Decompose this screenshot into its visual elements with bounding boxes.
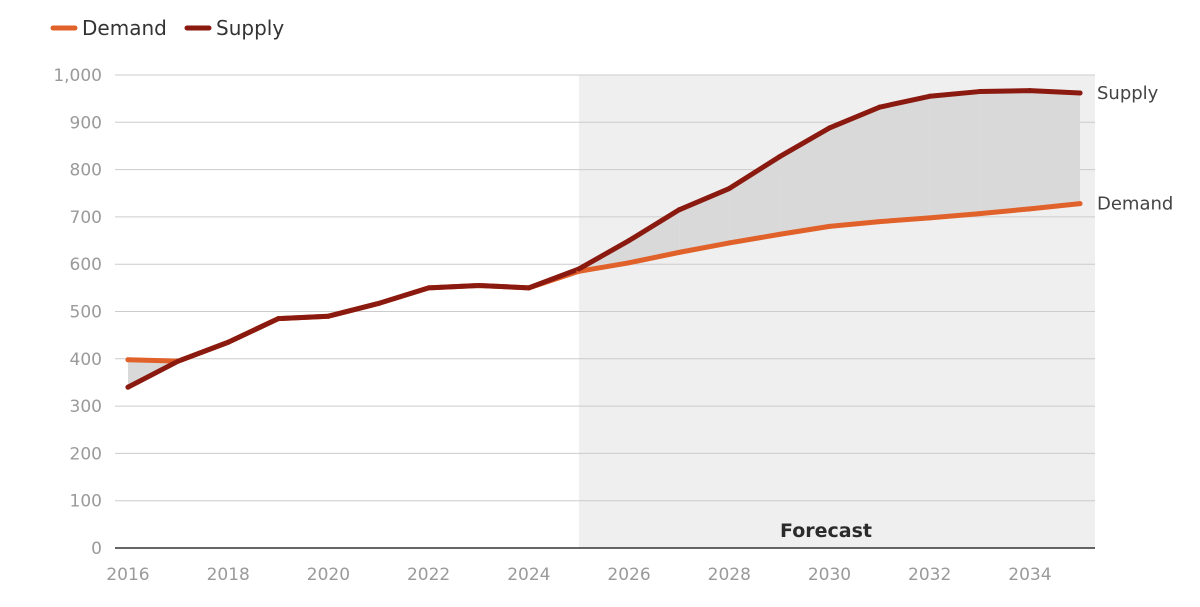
supply-point [175, 358, 181, 364]
supply-point [376, 300, 382, 306]
demand-point [776, 231, 782, 237]
legend: Demand Supply [50, 16, 284, 40]
y-axis-ticks: 0 100 200 300 400 500 600 700 800 900 1,000 [53, 66, 102, 559]
y-tick-label: 100 [70, 492, 102, 512]
gap-segment [679, 188, 730, 253]
supply-point [1077, 90, 1083, 96]
gap-segment [779, 127, 830, 235]
supply-point [576, 266, 582, 272]
y-tick-label: 1,000 [53, 66, 102, 86]
supply-point [826, 125, 832, 131]
legend-label-supply: Supply [216, 16, 284, 40]
supply-point [476, 282, 482, 288]
demand-point [726, 240, 732, 246]
y-tick-label: 500 [70, 303, 102, 323]
supply-point [726, 186, 732, 192]
supply-point [1027, 88, 1033, 94]
y-tick-label: 0 [91, 539, 102, 559]
forecast-label: Forecast [780, 520, 872, 542]
x-tick-label: 2032 [908, 565, 951, 585]
y-tick-label: 900 [70, 113, 102, 133]
y-tick-label: 600 [70, 255, 102, 275]
demand-point [676, 249, 682, 255]
supply-point [877, 104, 883, 110]
gap-segment [629, 209, 680, 263]
gap-segment [929, 91, 980, 218]
x-tick-label: 2028 [708, 565, 751, 585]
gap-segment [879, 96, 930, 222]
supply-point [977, 89, 983, 95]
supply-point [275, 316, 281, 322]
legend-label-demand: Demand [82, 16, 167, 40]
x-tick-label: 2020 [307, 565, 350, 585]
demand-point [977, 211, 983, 217]
supply-point [125, 384, 131, 390]
demand-point [1077, 201, 1083, 207]
gap-segment [1029, 90, 1080, 209]
demand-point [877, 219, 883, 225]
demand-point [626, 260, 632, 266]
demand-end-label: Demand [1097, 194, 1173, 215]
gap-segment [979, 90, 1030, 214]
x-axis-ticks: 2016 2018 2020 2022 2024 2026 2028 2030 2032 2034 [106, 565, 1051, 585]
supply-point [325, 313, 331, 319]
supply-point [776, 154, 782, 160]
y-tick-label: 800 [70, 161, 102, 181]
supply-point [526, 285, 532, 291]
supply-point [676, 207, 682, 213]
demand-point [826, 223, 832, 229]
x-tick-label: 2030 [808, 565, 851, 585]
gap-segment [829, 107, 880, 227]
data-points [125, 88, 1083, 390]
x-tick-label: 2022 [407, 565, 450, 585]
gap-segment [729, 156, 780, 243]
x-tick-label: 2016 [106, 565, 149, 585]
x-tick-label: 2018 [207, 565, 250, 585]
demand-point [125, 357, 131, 363]
x-tick-label: 2026 [607, 565, 650, 585]
y-tick-label: 300 [70, 397, 102, 417]
demand-point [927, 215, 933, 221]
y-tick-label: 200 [70, 444, 102, 464]
supply-point [626, 238, 632, 244]
x-tick-label: 2034 [1008, 565, 1051, 585]
supply-point [426, 285, 432, 291]
y-tick-label: 400 [70, 350, 102, 370]
y-tick-label: 700 [70, 208, 102, 228]
supply-line [125, 88, 1083, 390]
supply-end-label: Supply [1097, 83, 1159, 104]
supply-point [225, 339, 231, 345]
supply-point [927, 93, 933, 99]
x-tick-label: 2024 [507, 565, 550, 585]
demand-point [1027, 206, 1033, 212]
